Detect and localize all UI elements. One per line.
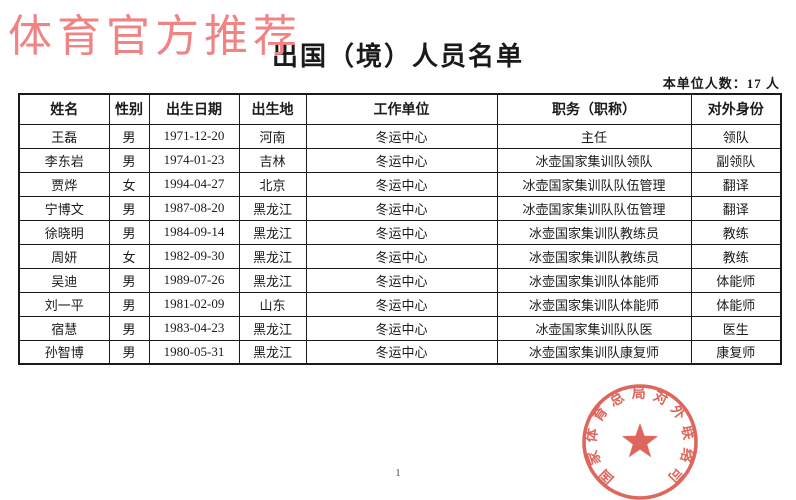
cell-external-identity: 康复师	[690, 339, 782, 365]
cell-gender: 男	[108, 291, 150, 317]
header-external-identity: 对外身份	[690, 93, 782, 125]
cell-position: 冰壶国家集训队教练员	[496, 243, 692, 269]
cell-external-identity: 教练	[690, 219, 782, 245]
cell-external-identity: 教练	[690, 243, 782, 269]
cell-position: 冰壶国家集训队队医	[496, 315, 692, 341]
official-seal: 国家体育总局对外联络司	[582, 384, 698, 500]
cell-name: 宁博文	[18, 195, 110, 221]
table-header-row: 姓名 性别 出生日期 出生地 工作单位 职务（职称） 对外身份	[18, 93, 782, 125]
cell-external-identity: 副领队	[690, 147, 782, 173]
header-work-unit: 工作单位	[305, 93, 498, 125]
page-number: 1	[395, 468, 401, 479]
cell-position: 冰壶国家集训队体能师	[496, 291, 692, 317]
cell-birthplace: 河南	[238, 123, 307, 149]
cell-birthdate: 1983-04-23	[148, 315, 240, 341]
cell-external-identity: 体能师	[690, 291, 782, 317]
cell-work-unit: 冬运中心	[305, 243, 498, 269]
cell-name: 贾烨	[18, 171, 110, 197]
table-row: 宁博文男 1987-08-20 黑龙江 冬运中心 冰壶国家集训队队伍管理 翻译	[18, 195, 782, 221]
cell-birthplace: 山东	[238, 291, 307, 317]
cell-name: 刘一平	[18, 291, 110, 317]
cell-gender: 男	[108, 147, 150, 173]
seal-ring	[582, 384, 698, 500]
personnel-table: 姓名 性别 出生日期 出生地 工作单位 职务（职称） 对外身份 王磊男 1971-…	[18, 93, 782, 365]
cell-external-identity: 体能师	[690, 267, 782, 293]
cell-birthdate: 1994-04-27	[148, 171, 240, 197]
header-gender: 性别	[108, 93, 150, 125]
header-name: 姓名	[18, 93, 110, 125]
unit-count-note: 本单位人数：17 人	[662, 76, 780, 91]
cell-birthdate: 1982-09-30	[148, 243, 240, 269]
cell-position: 冰壶国家集训队领队	[496, 147, 692, 173]
cell-name: 周妍	[18, 243, 110, 269]
cell-birthdate: 1974-01-23	[148, 147, 240, 173]
cell-external-identity: 翻译	[690, 195, 782, 221]
cell-gender: 男	[108, 219, 150, 245]
cell-birthdate: 1971-12-20	[148, 123, 240, 149]
cell-gender: 男	[108, 267, 150, 293]
cell-birthplace: 黑龙江	[238, 195, 307, 221]
cell-work-unit: 冬运中心	[305, 147, 498, 173]
table-row: 贾烨女 1994-04-27 北京 冬运中心 冰壶国家集训队队伍管理 翻译	[18, 171, 782, 197]
cell-external-identity: 翻译	[690, 171, 782, 197]
cell-birthplace: 黑龙江	[238, 219, 307, 245]
cell-work-unit: 冬运中心	[305, 339, 498, 365]
header-birthdate: 出生日期	[148, 93, 240, 125]
cell-position: 主任	[496, 123, 692, 149]
cell-work-unit: 冬运中心	[305, 267, 498, 293]
cell-name: 孙智博	[18, 339, 110, 365]
cell-gender: 男	[108, 315, 150, 341]
table-body: 王磊男 1971-12-20 河南 冬运中心 主任 领队 李东岩男 1974-01-23 吉林冬…	[18, 123, 782, 365]
cell-position: 冰壶国家集训队队伍管理	[496, 171, 692, 197]
cell-birthdate: 1989-07-26	[148, 267, 240, 293]
cell-gender: 男	[108, 339, 150, 365]
table-row: 周妍女 1982-09-30 黑龙江 冬运中心 冰壶国家集训队教练员 教练	[18, 243, 782, 269]
cell-birthplace: 黑龙江	[238, 243, 307, 269]
table-row: 吴迪男 1989-07-26 黑龙江 冬运中心 冰壶国家集训队体能师 体能师	[18, 267, 782, 293]
header-birthplace: 出生地	[238, 93, 307, 125]
table-row: 李东岩男 1974-01-23 吉林 冬运中心 冰壶国家集训队领队 副领队	[18, 147, 782, 173]
table-row: 王磊男 1971-12-20 河南 冬运中心 主任 领队	[18, 123, 782, 149]
cell-birthplace: 黑龙江	[238, 339, 307, 365]
watermark-text: 体育官方推荐	[8, 12, 302, 61]
cell-work-unit: 冬运中心	[305, 195, 498, 221]
cell-birthdate: 1984-09-14	[148, 219, 240, 245]
cell-position: 冰壶国家集训队教练员	[496, 219, 692, 245]
cell-work-unit: 冬运中心	[305, 123, 498, 149]
cell-position: 冰壶国家集训队康复师	[496, 339, 692, 365]
cell-gender: 男	[108, 195, 150, 221]
cell-name: 吴迪	[18, 267, 110, 293]
cell-name: 徐晓明	[18, 219, 110, 245]
table-row: 刘一平男 1981-02-09 山东 冬运中心 冰壶国家集训队体能师 体能师	[18, 291, 782, 317]
cell-work-unit: 冬运中心	[305, 219, 498, 245]
cell-position: 冰壶国家集训队体能师	[496, 267, 692, 293]
cell-gender: 男	[108, 123, 150, 149]
cell-name: 王磊	[18, 123, 110, 149]
cell-work-unit: 冬运中心	[305, 171, 498, 197]
page-title: 出国（境）人员名单	[271, 42, 524, 71]
cell-birthplace: 北京	[238, 171, 307, 197]
cell-position: 冰壶国家集训队队伍管理	[496, 195, 692, 221]
cell-birthdate: 1981-02-09	[148, 291, 240, 317]
cell-birthdate: 1987-08-20	[148, 195, 240, 221]
cell-birthplace: 黑龙江	[238, 315, 307, 341]
cell-work-unit: 冬运中心	[305, 291, 498, 317]
seal-star-icon	[621, 423, 659, 458]
cell-birthplace: 黑龙江	[238, 267, 307, 293]
table-row: 宿慧男 1983-04-23 黑龙江 冬运中心 冰壶国家集训队队医 医生	[18, 315, 782, 341]
cell-gender: 女	[108, 171, 150, 197]
cell-external-identity: 医生	[690, 315, 782, 341]
table-row: 徐晓明男 1984-09-14 黑龙江 冬运中心 冰壶国家集训队教练员 教练	[18, 219, 782, 245]
cell-name: 宿慧	[18, 315, 110, 341]
table-row: 孙智博男 1980-05-31 黑龙江 冬运中心 冰壶国家集训队康复师 康复师	[18, 339, 782, 365]
cell-gender: 女	[108, 243, 150, 269]
header-position: 职务（职称）	[496, 93, 692, 125]
cell-external-identity: 领队	[690, 123, 782, 149]
cell-work-unit: 冬运中心	[305, 315, 498, 341]
cell-birthdate: 1980-05-31	[148, 339, 240, 365]
cell-birthplace: 吉林	[238, 147, 307, 173]
table-header: 姓名 性别 出生日期 出生地 工作单位 职务（职称） 对外身份	[18, 93, 782, 125]
cell-name: 李东岩	[18, 147, 110, 173]
